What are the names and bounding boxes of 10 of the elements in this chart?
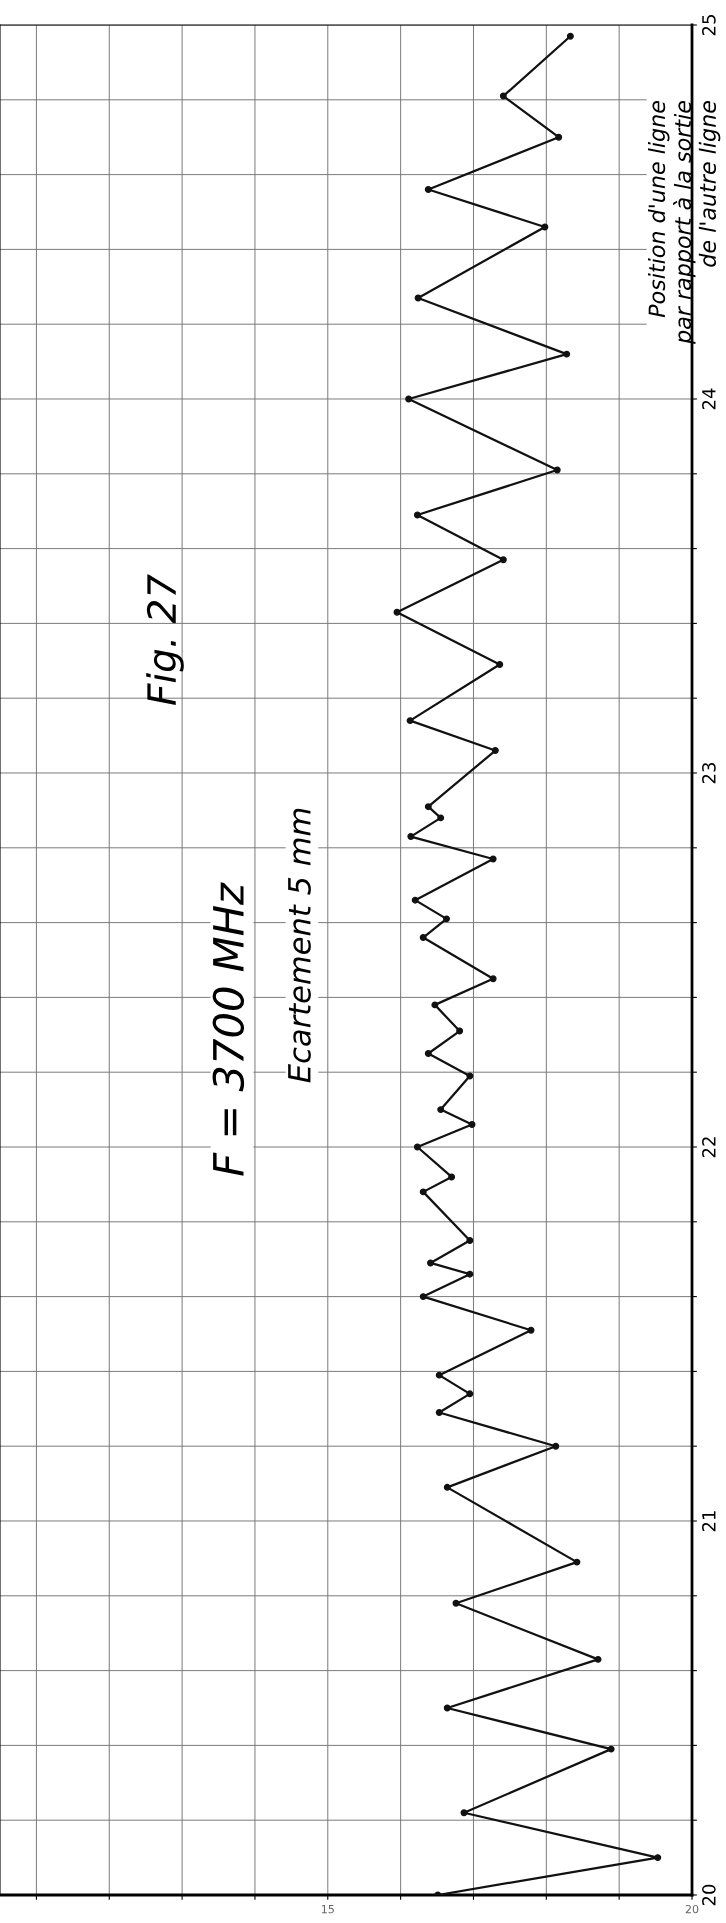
annotation: Ecartement 5 mm [288, 808, 311, 1083]
text: Fig. 27 [146, 574, 184, 705]
y-tick-label: 21 [702, 1511, 716, 1532]
y-axis-title: Position d'une ligne par rapport à la sortie de l'autre ligne [648, 101, 721, 344]
x-tick-label: 15 [321, 1905, 334, 1914]
y-tick-label: 24 [702, 388, 716, 410]
annotation: F = 3700 MHz [212, 882, 245, 1176]
y-tick-label: 23 [702, 762, 716, 784]
y-tick-label: 22 [702, 1137, 716, 1158]
y-tick-label: 25 [702, 15, 716, 36]
